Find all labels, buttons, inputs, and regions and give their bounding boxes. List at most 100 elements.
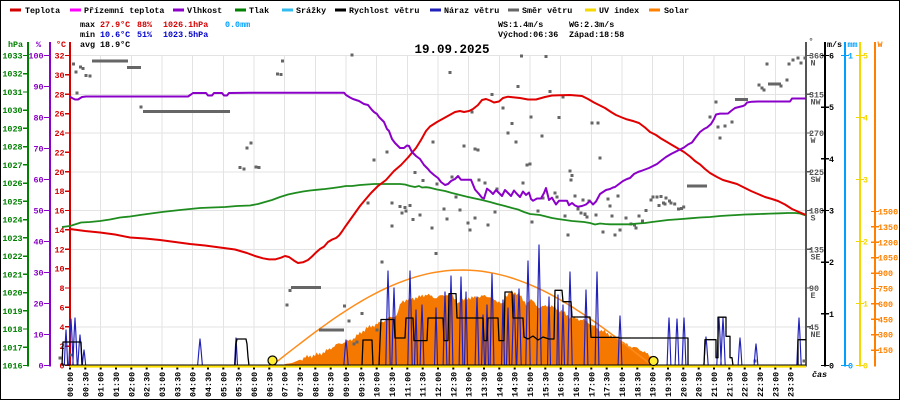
svg-text:05:00: 05:00 (219, 372, 229, 397)
svg-text:2: 2 (863, 238, 868, 248)
svg-text:22:00: 22:00 (741, 372, 751, 397)
svg-text:10.6°C: 10.6°C (100, 30, 130, 40)
svg-text:5: 5 (829, 103, 834, 113)
svg-text:20:00: 20:00 (679, 372, 689, 397)
svg-text:Tlak: Tlak (249, 6, 269, 16)
svg-text:20:30: 20:30 (695, 372, 705, 397)
svg-text:90: 90 (33, 83, 43, 93)
svg-text:0.0mm: 0.0mm (225, 20, 250, 30)
svg-text:1: 1 (829, 310, 834, 320)
svg-text:Teplota: Teplota (25, 6, 60, 16)
svg-text:0: 0 (59, 362, 64, 372)
svg-text:09:30: 09:30 (357, 372, 367, 397)
svg-text:avg: avg (80, 40, 95, 50)
svg-text:WG:2.3m/s: WG:2.3m/s (569, 20, 614, 30)
svg-text:1025: 1025 (2, 197, 22, 207)
svg-text:13:00: 13:00 (465, 372, 475, 397)
svg-text:02:30: 02:30 (143, 372, 153, 397)
svg-text:UV index: UV index (599, 6, 639, 16)
svg-text:1: 1 (848, 52, 853, 62)
svg-text:WS:1.4m/s: WS:1.4m/s (498, 20, 543, 30)
svg-text:15:30: 15:30 (541, 372, 551, 397)
svg-text:8: 8 (59, 284, 64, 294)
svg-text:750: 750 (878, 284, 893, 294)
svg-text:čas: čas (812, 370, 827, 380)
svg-text:Náraz větru: Náraz větru (444, 6, 499, 16)
svg-text:11:30: 11:30 (419, 372, 429, 397)
svg-text:6: 6 (59, 303, 64, 313)
svg-text:21:00: 21:00 (710, 372, 720, 397)
svg-text:26: 26 (54, 110, 64, 120)
svg-text:S: S (811, 214, 816, 224)
svg-text:1018: 1018 (2, 325, 22, 335)
svg-text:06:00: 06:00 (250, 372, 260, 397)
svg-text:Přízemní teplota: Přízemní teplota (84, 6, 164, 16)
svg-text:1017: 1017 (2, 343, 22, 353)
svg-text:900: 900 (878, 269, 893, 279)
svg-text:04:00: 04:00 (189, 372, 199, 397)
svg-text:23:30: 23:30 (787, 372, 797, 397)
svg-text:0: 0 (848, 362, 853, 372)
svg-text:%: % (36, 40, 42, 50)
svg-text:10: 10 (33, 331, 43, 341)
svg-text:1027: 1027 (2, 161, 22, 171)
svg-text:03:30: 03:30 (173, 372, 183, 397)
svg-text:51%: 51% (137, 30, 153, 40)
svg-text:20: 20 (33, 300, 43, 310)
svg-text:28: 28 (54, 90, 64, 100)
svg-text:1020: 1020 (2, 289, 22, 299)
svg-text:1023.5hPa: 1023.5hPa (163, 30, 208, 40)
svg-text:08:30: 08:30 (327, 372, 337, 397)
svg-text:360: 360 (809, 52, 824, 62)
svg-text:150: 150 (878, 346, 893, 356)
svg-text:1026.1hPa: 1026.1hPa (163, 20, 208, 30)
svg-text:14:00: 14:00 (495, 372, 505, 397)
svg-text:°C: °C (56, 40, 66, 50)
svg-text:1016: 1016 (2, 362, 22, 372)
svg-text:90: 90 (809, 284, 819, 294)
svg-text:1023: 1023 (2, 234, 22, 244)
svg-text:05:30: 05:30 (235, 372, 245, 397)
svg-text:14: 14 (54, 226, 64, 236)
svg-text:600: 600 (878, 300, 893, 310)
svg-text:315: 315 (809, 90, 824, 100)
svg-text:2: 2 (59, 342, 64, 352)
svg-text:1050: 1050 (878, 254, 898, 264)
svg-text:1019: 1019 (2, 307, 22, 317)
svg-text:0: 0 (38, 362, 43, 372)
svg-text:hPa: hPa (8, 40, 23, 50)
svg-text:5: 5 (863, 52, 868, 62)
svg-text:19:00: 19:00 (649, 372, 659, 397)
svg-text:1031: 1031 (2, 88, 22, 98)
svg-text:16:00: 16:00 (557, 372, 567, 397)
svg-text:1500: 1500 (878, 207, 898, 217)
svg-text:Rychlost větru: Rychlost větru (349, 6, 419, 16)
svg-text:24: 24 (54, 129, 64, 139)
svg-text:1026: 1026 (2, 179, 22, 189)
svg-text:W: W (878, 40, 884, 50)
svg-text:Solar: Solar (664, 6, 689, 16)
svg-text:0: 0 (863, 362, 868, 372)
svg-text:19.09.2025: 19.09.2025 (414, 43, 489, 57)
svg-text:1032: 1032 (2, 70, 22, 80)
svg-text:16:30: 16:30 (572, 372, 582, 397)
svg-text:4: 4 (863, 114, 868, 124)
svg-text:m/s: m/s (827, 40, 842, 50)
svg-text:300: 300 (878, 331, 893, 341)
svg-text:1350: 1350 (878, 223, 898, 233)
svg-text:06:30: 06:30 (265, 372, 275, 397)
svg-text:13:30: 13:30 (480, 372, 490, 397)
svg-text:00:30: 00:30 (81, 372, 91, 397)
svg-text:4: 4 (59, 323, 64, 333)
svg-text:SE: SE (811, 252, 821, 262)
svg-text:17:30: 17:30 (603, 372, 613, 397)
svg-text:2: 2 (829, 258, 834, 268)
svg-text:30: 30 (54, 71, 64, 81)
svg-text:23:00: 23:00 (771, 372, 781, 397)
svg-text:27.9°C: 27.9°C (100, 20, 130, 30)
svg-text:80: 80 (33, 114, 43, 124)
svg-text:50: 50 (33, 207, 43, 217)
svg-text:min: min (80, 30, 95, 40)
svg-text:03:00: 03:00 (158, 372, 168, 397)
svg-text:3: 3 (829, 207, 834, 217)
